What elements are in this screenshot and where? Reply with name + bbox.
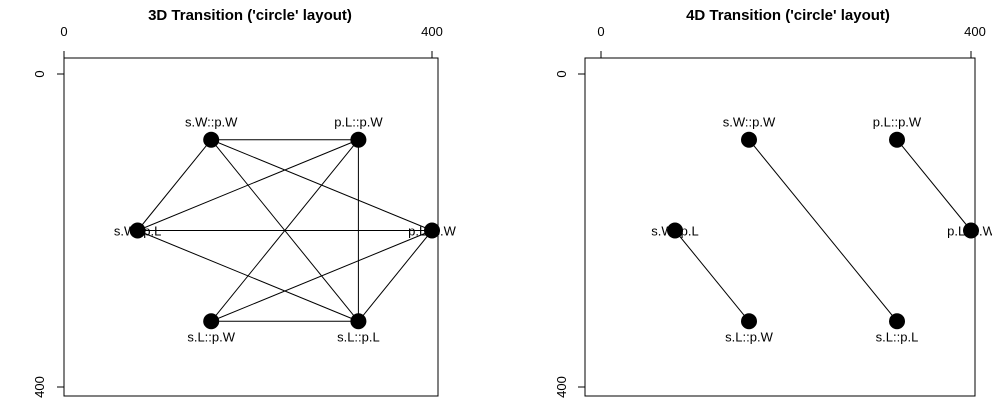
y-tick-label: 0 bbox=[32, 70, 47, 77]
graph-node bbox=[203, 131, 220, 148]
graph-node bbox=[203, 313, 220, 330]
graph-edge bbox=[137, 139, 359, 231]
graph-edge bbox=[137, 230, 359, 322]
panel-3d-transition: 3D Transition ('circle' layout) 0 400 0 … bbox=[32, 7, 457, 398]
graph-edges bbox=[137, 139, 433, 322]
graph-node bbox=[963, 222, 979, 239]
x-tick-label: 400 bbox=[964, 24, 986, 39]
plot-frame bbox=[584, 57, 976, 397]
y-tick-label: 400 bbox=[554, 376, 569, 398]
graph-node bbox=[889, 313, 905, 330]
x-tick-label: 0 bbox=[597, 24, 604, 39]
graph-edge bbox=[896, 139, 972, 231]
node-label: p.L::s.W bbox=[408, 224, 456, 239]
graph-nodes: s.W::p.W p.L::p.Ws.W::p.L p.L::s.Ws.L::p.W… bbox=[651, 115, 992, 345]
x-tick-label: 0 bbox=[60, 24, 67, 39]
node-label: s.W::p.L bbox=[651, 224, 698, 239]
graph-node bbox=[424, 222, 440, 239]
graph-node bbox=[129, 222, 146, 239]
panel-4d-transition: 4D Transition ('circle' layout) 0 400 0 … bbox=[554, 7, 992, 398]
x-tick-label: 400 bbox=[421, 24, 443, 39]
y-tick-label: 400 bbox=[32, 376, 47, 398]
panel-title: 3D Transition ('circle' layout) bbox=[148, 7, 352, 24]
node-label: p.L::p.W bbox=[873, 115, 922, 130]
node-label: s.W::p.W bbox=[723, 115, 776, 130]
panel-title: 4D Transition ('circle' layout) bbox=[686, 7, 890, 24]
graph-node bbox=[889, 131, 905, 148]
graph-node bbox=[350, 313, 367, 330]
node-label: p.L::s.W bbox=[947, 224, 992, 239]
y-tick-label: 0 bbox=[554, 70, 569, 77]
graph-edge bbox=[674, 230, 750, 322]
graph-nodes: s.W::p.W p.L::p.Ws.W::p.L p.L::s.Ws.L::p.W… bbox=[114, 115, 457, 345]
graph-node bbox=[350, 131, 367, 148]
node-label: s.L::p.W bbox=[187, 329, 235, 344]
node-label: p.L::p.W bbox=[334, 115, 383, 130]
graph-edge bbox=[137, 139, 212, 231]
graph-edge bbox=[358, 230, 433, 322]
graph-node bbox=[741, 131, 757, 148]
node-label: s.L::p.L bbox=[876, 329, 919, 344]
graph-node bbox=[741, 313, 757, 330]
graph-edges bbox=[674, 139, 972, 322]
graph-edge bbox=[211, 230, 433, 322]
node-label: s.L::p.L bbox=[337, 329, 380, 344]
node-label: s.W::p.L bbox=[114, 224, 161, 239]
graph-node bbox=[667, 222, 683, 239]
node-label: s.L::p.W bbox=[725, 329, 773, 344]
graph-edge bbox=[748, 139, 898, 322]
node-label: s.W::p.W bbox=[185, 115, 238, 130]
